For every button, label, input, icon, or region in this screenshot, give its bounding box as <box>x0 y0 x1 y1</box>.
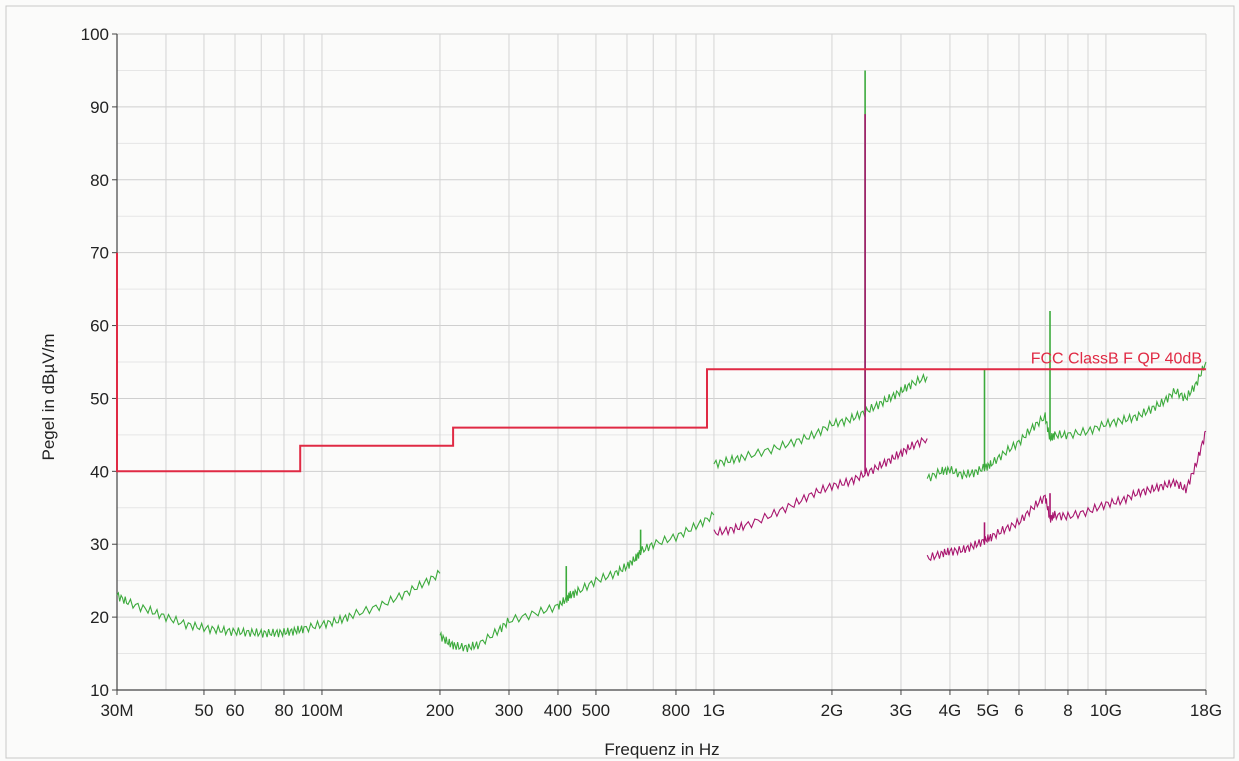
grid <box>116 33 1207 691</box>
x-tick-label: 3G <box>890 701 913 720</box>
y-tick-label: 10 <box>90 681 109 700</box>
x-tick-labels: 30M 50 60 80 100M 200 300 400 500 800 1G 2G 3G 4G 5G 6 8… <box>100 690 1222 720</box>
x-tick-label: 80 <box>275 701 294 720</box>
x-tick-label: 4G <box>939 701 962 720</box>
x-tick-label: 100M <box>301 701 344 720</box>
x-tick-label: 300 <box>495 701 523 720</box>
x-tick-label: 60 <box>226 701 245 720</box>
x-tick-label: 400 <box>544 701 572 720</box>
y-tick-label: 40 <box>90 462 109 481</box>
limit-line-label: FCC ClassB F QP 40dB <box>1031 350 1202 367</box>
y-axis-title: Pegel in dBµV/m <box>39 334 58 461</box>
y-tick-labels: 10 20 30 40 50 60 70 80 90 100 <box>81 25 117 700</box>
y-tick-label: 50 <box>90 389 109 408</box>
limit-line <box>116 252 1206 473</box>
x-tick-label: 5G <box>977 701 1000 720</box>
x-tick-label: 2G <box>821 701 844 720</box>
x-tick-label: 6 <box>1014 701 1023 720</box>
outer-frame <box>5 5 1235 759</box>
series-green-segment <box>116 569 441 639</box>
y-tick-label: 60 <box>90 317 109 336</box>
y-tick-label: 30 <box>90 535 109 554</box>
series-magenta-segment <box>926 430 1207 562</box>
x-axis-title: Frequenz in Hz <box>604 740 719 759</box>
y-tick-label: 80 <box>90 171 109 190</box>
series-green-segment <box>439 510 715 653</box>
x-tick-label: 10G <box>1090 701 1122 720</box>
x-tick-label: 500 <box>582 701 610 720</box>
x-tick-label: 30M <box>100 701 133 720</box>
series-magenta-segment <box>713 436 928 537</box>
series-green-segment <box>713 372 928 470</box>
x-tick-label: 200 <box>426 701 454 720</box>
x-tick-label: 800 <box>662 701 690 720</box>
y-tick-label: 70 <box>90 244 109 263</box>
series-layer <box>116 70 1207 653</box>
y-tick-label: 90 <box>90 98 109 117</box>
series-green-segment <box>926 361 1207 482</box>
y-tick-label: 20 <box>90 608 109 627</box>
x-tick-label: 18G <box>1190 701 1222 720</box>
y-tick-label: 100 <box>81 25 109 44</box>
x-tick-label: 8 <box>1063 701 1072 720</box>
x-tick-label: 50 <box>195 701 214 720</box>
x-tick-label: 1G <box>703 701 726 720</box>
limit-layer: FCC ClassB F QP 40dB <box>116 252 1206 473</box>
